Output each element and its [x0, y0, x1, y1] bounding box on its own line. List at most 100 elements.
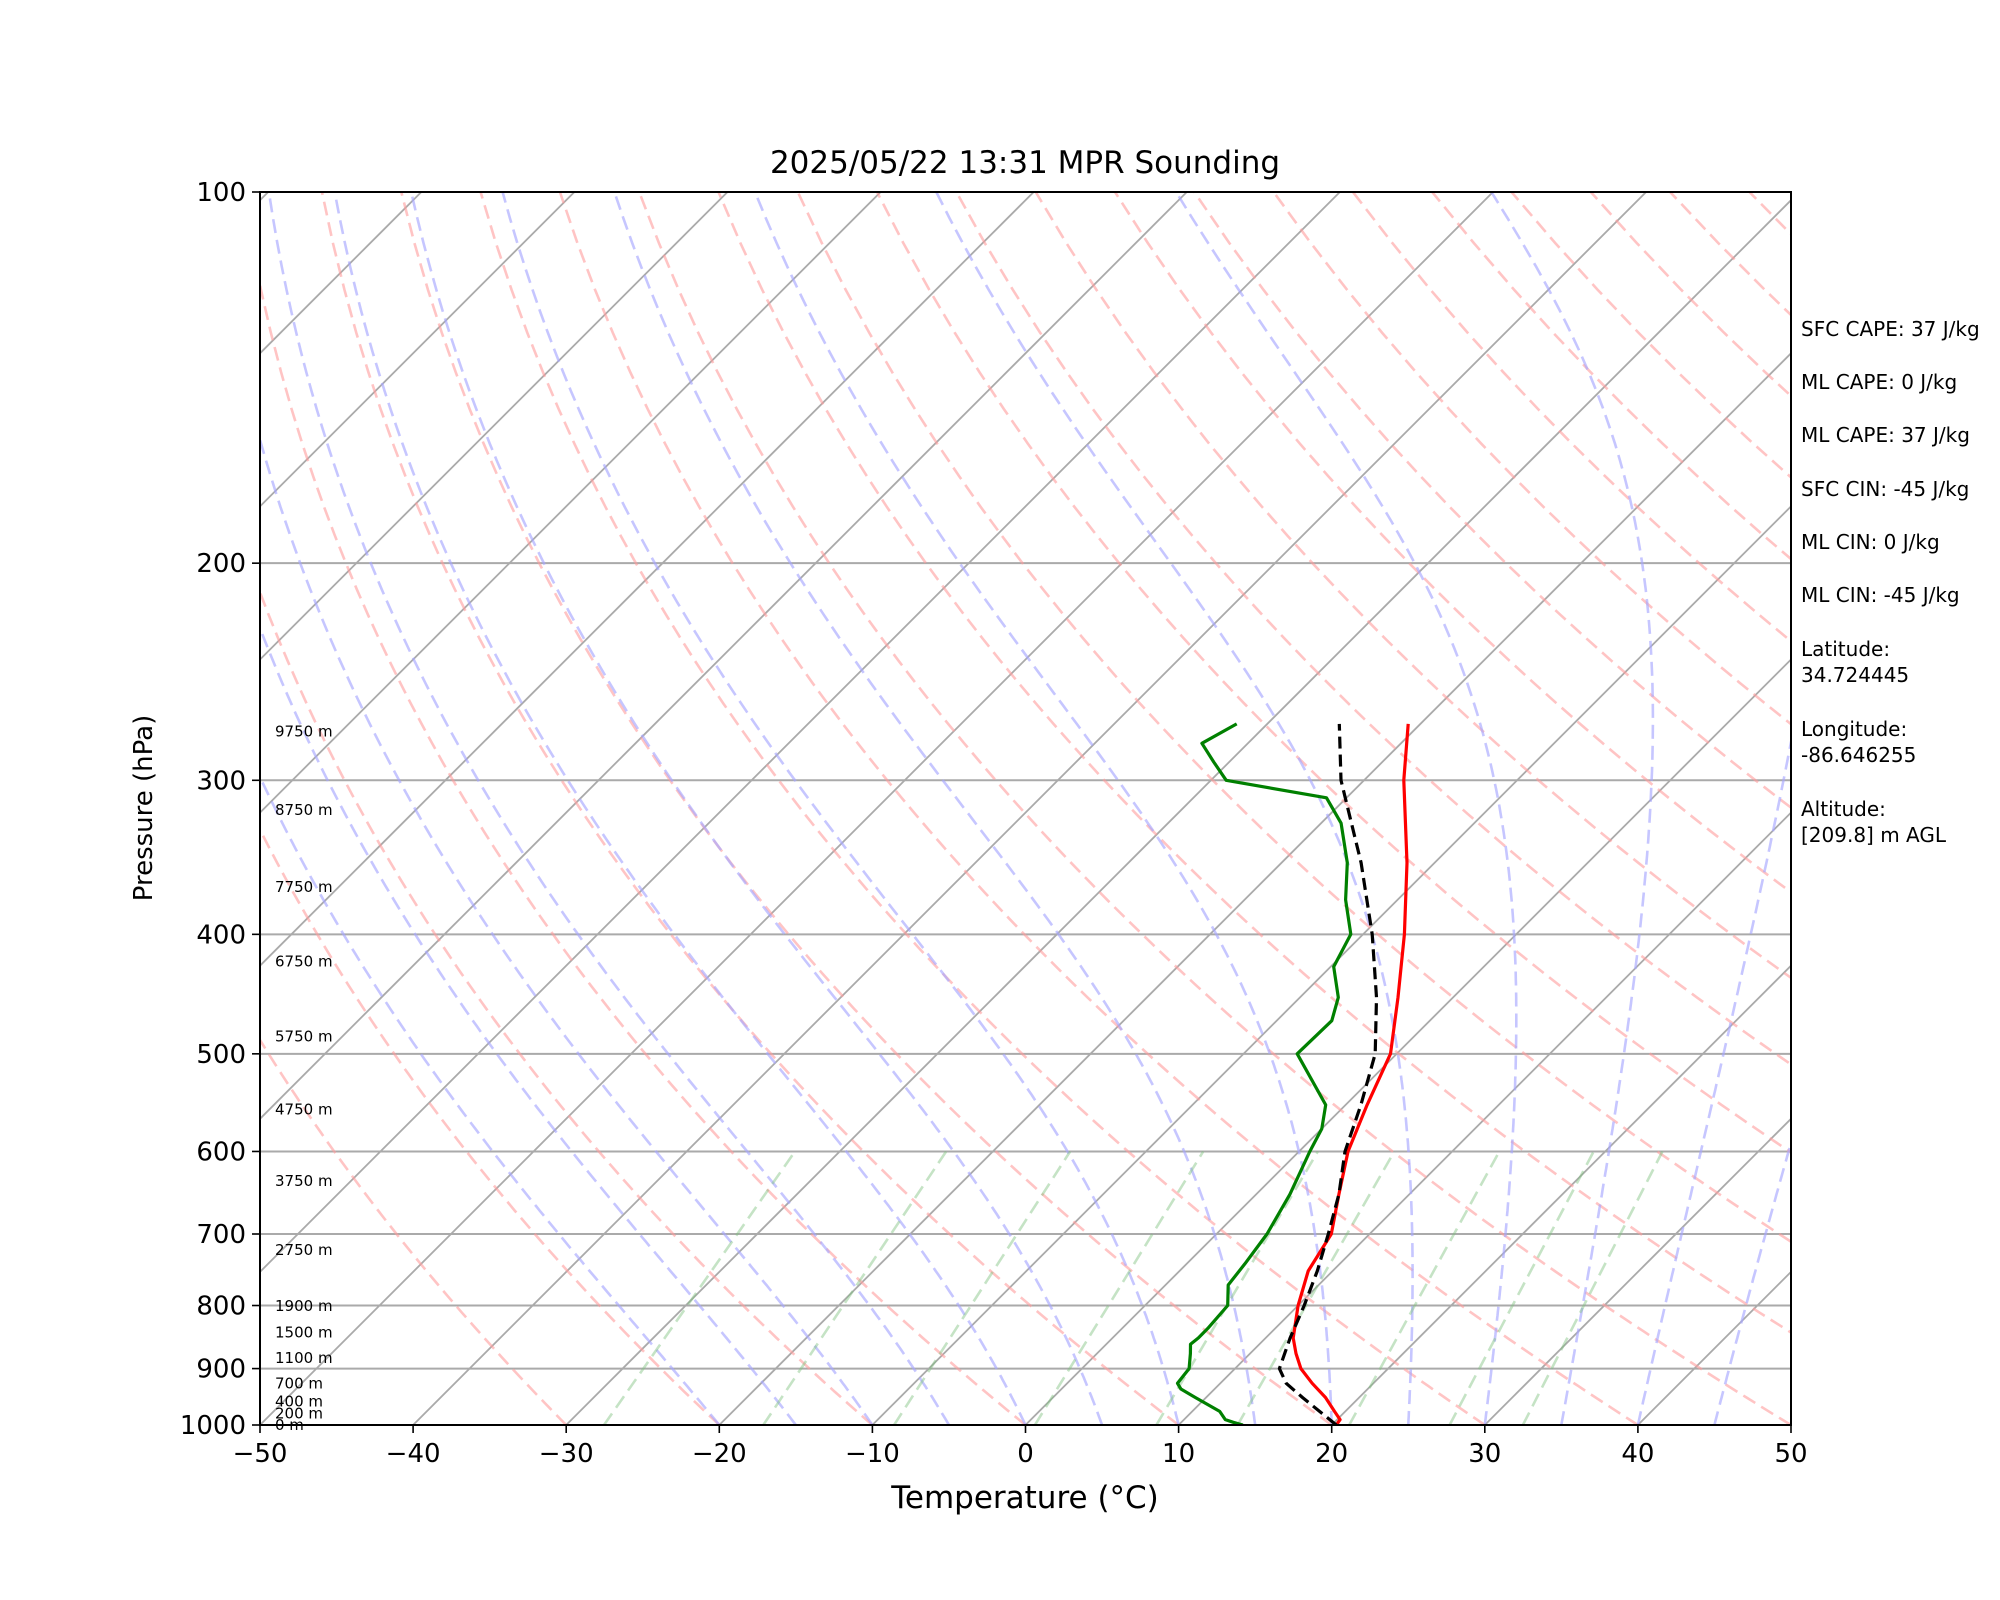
isotherm-line [260, 192, 1494, 1425]
latitude-value: 34.724445 [1801, 663, 1910, 687]
sounding-traces [1175, 722, 1410, 1425]
x-tick-label: 20 [1315, 1439, 1348, 1469]
x-tick-label: −10 [845, 1439, 900, 1469]
moist-adiabat-line [935, 192, 1414, 1425]
isotherm-line [1331, 964, 1791, 1425]
longitude-value: -86.646255 [1801, 743, 1917, 767]
moist-adiabat-line [1174, 192, 1518, 1425]
y-tick-label: 300 [196, 766, 246, 796]
ml-cape-text: ML CAPE: 0 J/kg [1801, 370, 1958, 394]
x-tick-label: 10 [1162, 1439, 1195, 1469]
moist-adiabat-line [501, 192, 1180, 1425]
dewpoint-trace [1175, 722, 1353, 1425]
dry-adiabat-line [1193, 192, 1791, 810]
dry-adiabat-line [955, 192, 1791, 1066]
moist-adiabat-line [267, 192, 951, 1425]
height-label: 7750 m [275, 878, 333, 896]
y-tick-label: 800 [196, 1292, 246, 1322]
moist-adiabat-line [613, 192, 1257, 1425]
mixing-ratio-line [893, 1150, 1072, 1425]
height-label: 6750 m [275, 953, 333, 971]
moist-adiabat-line [753, 192, 1333, 1425]
x-tick-label: −40 [386, 1439, 441, 1469]
x-tick-label: 50 [1774, 1439, 1807, 1469]
isotherm-line [260, 192, 1188, 1121]
moist-adiabat-line [1713, 1138, 1791, 1425]
y-tick-label: 1000 [180, 1411, 246, 1441]
dry-adiabat-line [796, 192, 1791, 1244]
dry-adiabat-line [1113, 192, 1791, 894]
mixing-ratio-line [1155, 1150, 1319, 1425]
y-tick-label: 900 [196, 1355, 246, 1385]
x-axis-label: Temperature (°C) [890, 1480, 1159, 1516]
sfc-cin-text: SFC CIN: -45 J/kg [1801, 477, 1970, 501]
moist-adiabat-line [260, 624, 797, 1425]
y-tick-label: 700 [196, 1220, 246, 1250]
dry-adiabat-line [320, 192, 1180, 1425]
moist-adiabat-line [409, 192, 1104, 1425]
height-label: 400 m [275, 1392, 323, 1410]
x-tick-label: −20 [692, 1439, 747, 1469]
mixing-ratio-line [1033, 1150, 1205, 1425]
y-tick-label: 400 [196, 920, 246, 950]
longitude-label: Longitude: [1801, 717, 1908, 741]
y-tick-label: 100 [196, 178, 246, 208]
mixing-ratio-line [1348, 1150, 1501, 1425]
x-tick-label: 0 [1017, 1439, 1034, 1469]
x-tick-label: −30 [539, 1439, 594, 1469]
isotherm-line [260, 192, 882, 814]
isotherm-line [412, 192, 1647, 1425]
x-tick-label: 40 [1621, 1439, 1654, 1469]
dry-adiabat-line [1034, 192, 1791, 980]
isotherm-line [1177, 811, 1791, 1425]
height-label: 2750 m [275, 1241, 333, 1259]
moist-adiabat-line [260, 774, 721, 1425]
sfc-cape-text: SFC CAPE: 37 J/kg [1801, 317, 1980, 341]
isotherm-line [0, 192, 115, 1425]
mixing-ratio-line [762, 1150, 948, 1425]
x-tick-label: 30 [1468, 1439, 1501, 1469]
height-label: 700 m [275, 1374, 323, 1392]
moist-adiabat-line [1490, 192, 1655, 1425]
plot-frame [259, 191, 1792, 1426]
isotherm-line [718, 352, 1791, 1425]
isotherm-line [1024, 658, 1791, 1425]
moist-adiabat-line [260, 435, 874, 1425]
dry-adiabat-line [875, 192, 1791, 1154]
temperature-trace [1291, 723, 1410, 1425]
height-label: 3750 m [275, 1172, 333, 1190]
y-tick-label: 200 [196, 549, 246, 579]
axis-ticks: −50 −40 −30 −20 −10 0 10 20 30 40 50 100 200 300 400 50… [180, 178, 1808, 1469]
isotherm-line [260, 192, 1035, 967]
isotherm-line [260, 192, 729, 661]
height-label: 8750 m [275, 801, 333, 819]
height-label: 1500 m [275, 1323, 333, 1341]
isotherm-line [871, 505, 1791, 1425]
mixing-ratio-line [1448, 1150, 1595, 1425]
ml-cape-text-2: ML CAPE: 37 J/kg [1801, 423, 1970, 447]
background-lines [0, 192, 1791, 1425]
isotherm-line [260, 192, 1341, 1274]
chart-title: 2025/05/22 13:31 MPR Sounding [770, 145, 1280, 181]
mixing-ratio-line [602, 1150, 796, 1425]
dry-adiabat-line [260, 826, 721, 1425]
y-tick-label: 600 [196, 1137, 246, 1167]
altitude-label: Altitude: [1801, 797, 1886, 821]
dry-adiabat-line [260, 588, 874, 1425]
dry-adiabat-line [479, 192, 1486, 1425]
isotherm-line [260, 192, 576, 508]
mixing-ratio-line [1521, 1150, 1664, 1425]
ml-cin-text: ML CIN: 0 J/kg [1801, 530, 1940, 554]
dry-adiabat-line [1272, 192, 1791, 726]
moist-adiabat-line [333, 192, 1027, 1425]
isotherm-line [565, 198, 1791, 1425]
height-label: 1100 m [275, 1349, 333, 1367]
y-axis-label: Pressure (hPa) [129, 715, 159, 902]
isotherm-line [1484, 1117, 1791, 1425]
y-tick-label: 500 [196, 1040, 246, 1070]
height-label: 5750 m [275, 1027, 333, 1045]
height-label: 200 m [275, 1405, 323, 1423]
altitude-value: [209.8] m AGL [1801, 823, 1947, 847]
